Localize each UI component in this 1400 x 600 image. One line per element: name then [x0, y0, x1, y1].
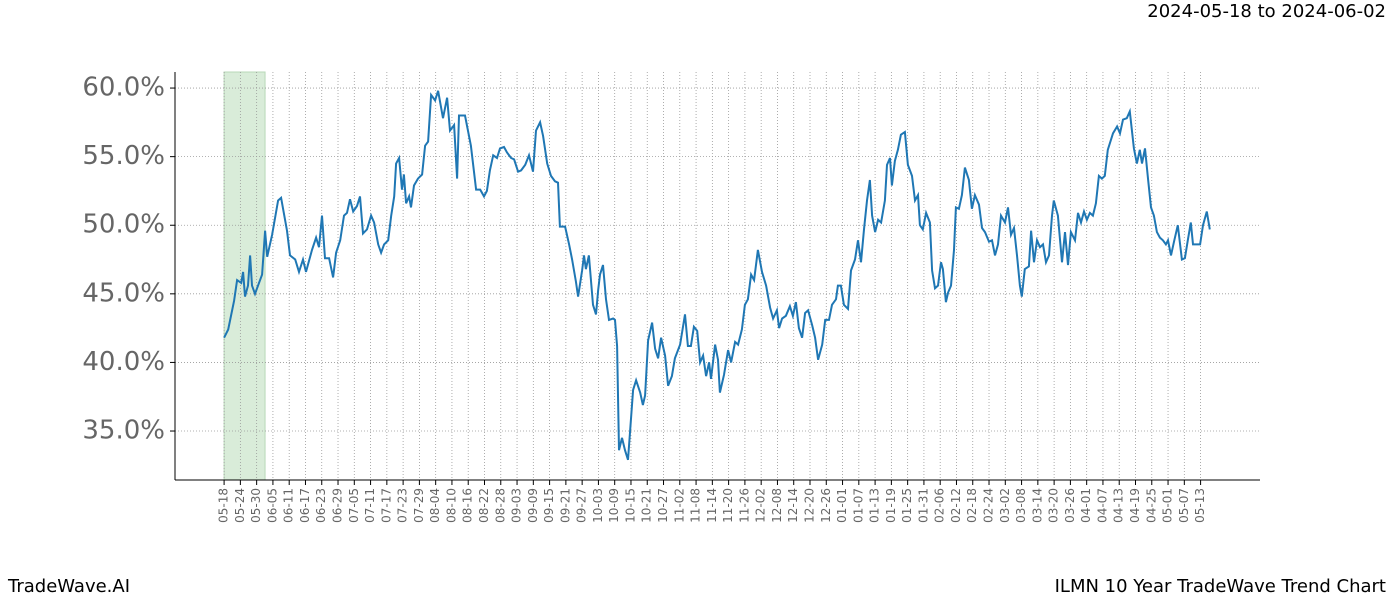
x-tick-label: 03-14 [1030, 488, 1044, 523]
x-tick-label: 01-01 [835, 488, 849, 523]
x-tick-label: 05-30 [249, 488, 263, 523]
x-tick-label: 08-04 [428, 488, 442, 523]
x-tick-label: 06-17 [298, 488, 312, 523]
x-tick-label: 10-03 [591, 488, 605, 523]
y-tick-label: 35.0% [82, 416, 165, 446]
x-tick-label: 06-05 [265, 488, 279, 523]
x-tick-label: 02-06 [933, 488, 947, 523]
x-tick-label: 05-24 [233, 488, 247, 523]
x-tick-label: 07-23 [396, 488, 410, 523]
x-tick-label: 04-07 [1095, 488, 1109, 523]
highlight-band [223, 71, 266, 481]
x-tick-label: 09-09 [526, 488, 540, 523]
y-tick-label: 50.0% [82, 210, 165, 240]
x-tick-label: 09-03 [510, 488, 524, 523]
x-tick-label: 11-02 [672, 488, 686, 523]
x-tick-label: 04-25 [1144, 488, 1158, 523]
x-tick-label: 02-24 [982, 488, 996, 523]
x-tick-label: 10-15 [623, 488, 637, 523]
x-tick-label: 06-23 [314, 488, 328, 523]
x-tick-label: 10-27 [656, 488, 670, 523]
x-tick-label: 05-01 [1161, 488, 1175, 523]
x-tick-label: 07-29 [412, 488, 426, 523]
x-tick-label: 01-25 [900, 488, 914, 523]
x-tick-label: 10-21 [640, 488, 654, 523]
x-tick-label: 01-13 [868, 488, 882, 523]
y-tick-label: 40.0% [82, 347, 165, 377]
x-tick-label: 03-02 [998, 488, 1012, 523]
chart-title: ILMN 10 Year TradeWave Trend Chart [1055, 576, 1386, 597]
x-tick-label: 07-17 [379, 488, 393, 523]
x-tick-label: 12-02 [754, 488, 768, 523]
x-tick-label: 05-18 [217, 488, 231, 523]
x-tick-label: 12-08 [770, 488, 784, 523]
x-tick-label: 09-21 [558, 488, 572, 523]
x-tick-label: 11-14 [705, 488, 719, 523]
x-tick-label: 06-29 [331, 488, 345, 523]
x-tick-label: 03-20 [1047, 488, 1061, 523]
x-tick-label: 12-14 [786, 488, 800, 523]
x-tick-label: 08-10 [444, 488, 458, 523]
x-tick-label: 08-22 [477, 488, 491, 523]
date-range: 2024-05-18 to 2024-06-02 [1147, 1, 1386, 22]
y-tick-label: 55.0% [82, 141, 165, 171]
x-tick-label: 03-08 [1014, 488, 1028, 523]
trend-line [223, 90, 1211, 461]
x-tick-label: 07-05 [347, 488, 361, 523]
x-tick-label: 11-20 [721, 488, 735, 523]
x-tick-label: 02-18 [965, 488, 979, 523]
x-tick-label: 11-26 [737, 488, 751, 523]
x-tick-label: 07-11 [363, 488, 377, 523]
x-tick-label: 11-08 [689, 488, 703, 523]
x-tick-label: 08-16 [461, 488, 475, 523]
x-tick-label: 12-20 [802, 488, 816, 523]
x-tick-label: 01-31 [916, 488, 930, 523]
y-tick-label: 60.0% [82, 73, 165, 103]
x-tick-label: 02-12 [949, 488, 963, 523]
x-tick-label: 03-26 [1063, 488, 1077, 523]
x-tick-label: 12-26 [819, 488, 833, 523]
x-tick-label: 01-19 [884, 488, 898, 523]
x-tick-label: 08-28 [493, 488, 507, 523]
x-tick-label: 04-01 [1079, 488, 1093, 523]
x-tick-label: 04-19 [1128, 488, 1142, 523]
x-tick-label: 09-27 [575, 488, 589, 523]
brand: TradeWave.AI [7, 576, 130, 597]
x-tick-label: 10-09 [607, 488, 621, 523]
x-tick-label: 04-13 [1112, 488, 1126, 523]
x-tick-label: 06-11 [282, 488, 296, 523]
x-tick-label: 05-13 [1193, 488, 1207, 523]
x-tick-label: 01-07 [851, 488, 865, 523]
x-tick-label: 09-15 [542, 488, 556, 523]
y-tick-label: 45.0% [82, 278, 165, 308]
x-tick-label: 05-07 [1177, 488, 1191, 523]
